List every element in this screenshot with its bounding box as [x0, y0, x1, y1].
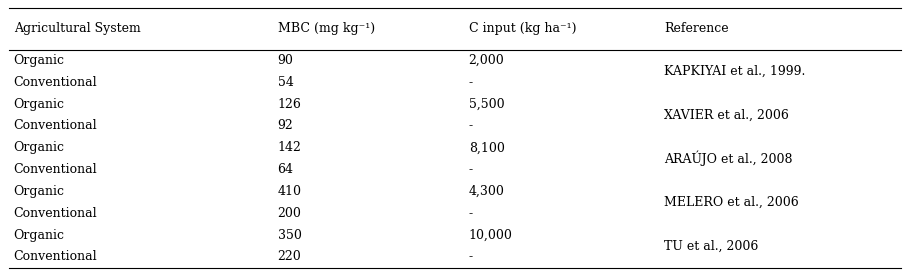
Text: -: -: [469, 207, 473, 220]
Text: Conventional: Conventional: [14, 163, 97, 176]
Text: Organic: Organic: [14, 54, 65, 67]
Text: 220: 220: [278, 250, 301, 263]
Text: Organic: Organic: [14, 141, 65, 154]
Text: Conventional: Conventional: [14, 120, 97, 132]
Text: Conventional: Conventional: [14, 250, 97, 263]
Text: -: -: [469, 76, 473, 89]
Text: Agricultural System: Agricultural System: [14, 22, 140, 36]
Text: Organic: Organic: [14, 98, 65, 111]
Text: 350: 350: [278, 229, 301, 242]
Text: XAVIER et al., 2006: XAVIER et al., 2006: [664, 108, 789, 122]
Text: 5,500: 5,500: [469, 98, 504, 111]
Text: Conventional: Conventional: [14, 207, 97, 220]
Text: MELERO et al., 2006: MELERO et al., 2006: [664, 196, 799, 209]
Text: 142: 142: [278, 141, 301, 154]
Text: Organic: Organic: [14, 229, 65, 242]
Text: Reference: Reference: [664, 22, 729, 36]
Text: 10,000: 10,000: [469, 229, 512, 242]
Text: KAPKIYAI et al., 1999.: KAPKIYAI et al., 1999.: [664, 65, 805, 78]
Text: 8,100: 8,100: [469, 141, 504, 154]
Text: Conventional: Conventional: [14, 76, 97, 89]
Text: 90: 90: [278, 54, 293, 67]
Text: 2,000: 2,000: [469, 54, 504, 67]
Text: -: -: [469, 163, 473, 176]
Text: 410: 410: [278, 185, 301, 198]
Text: 4,300: 4,300: [469, 185, 504, 198]
Text: 54: 54: [278, 76, 293, 89]
Text: TU et al., 2006: TU et al., 2006: [664, 239, 759, 253]
Text: 64: 64: [278, 163, 294, 176]
Text: 126: 126: [278, 98, 301, 111]
Text: MBC (mg kg⁻¹): MBC (mg kg⁻¹): [278, 22, 375, 36]
Text: -: -: [469, 120, 473, 132]
Text: -: -: [469, 250, 473, 263]
Text: 200: 200: [278, 207, 301, 220]
Text: 92: 92: [278, 120, 293, 132]
Text: C input (kg ha⁻¹): C input (kg ha⁻¹): [469, 22, 576, 36]
Text: ARAÚJO et al., 2008: ARAÚJO et al., 2008: [664, 151, 793, 166]
Text: Organic: Organic: [14, 185, 65, 198]
